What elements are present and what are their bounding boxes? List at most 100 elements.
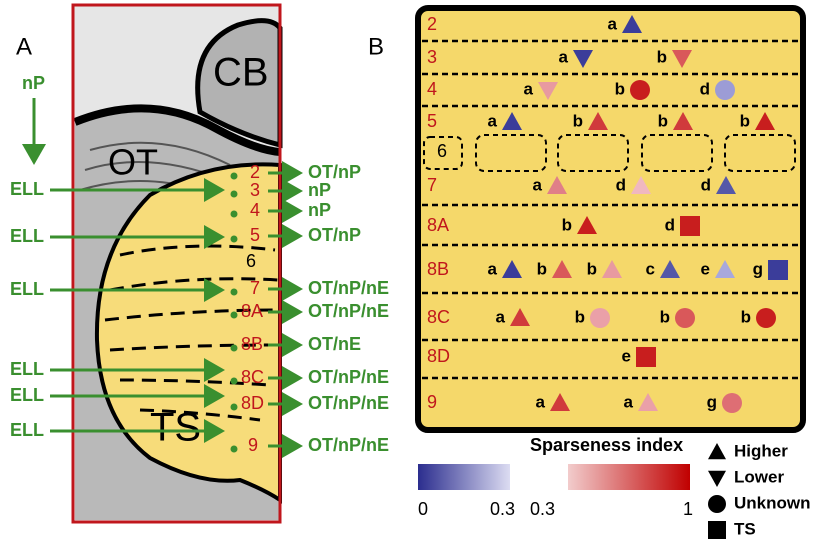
scale-label: 0.3: [490, 499, 515, 519]
layer-label: 9: [248, 435, 258, 455]
cell-letter: a: [624, 392, 634, 411]
input-label: nP: [22, 73, 45, 93]
row-label: 8C: [427, 307, 450, 327]
input-label: ELL: [10, 359, 44, 379]
output-label: OT/nP/nE: [308, 278, 389, 298]
input-label: ELL: [10, 385, 44, 405]
region-label: CB: [213, 51, 269, 95]
cell-letter: e: [622, 346, 631, 365]
cell-letter: b: [658, 111, 668, 130]
figure: A CB OT TS nP 2 OT/nP 3 nP 4 nP 5 OT/nP 6 7 OT/nP/…: [0, 0, 831, 544]
panel-a: A CB OT TS nP: [16, 5, 280, 522]
output-label: nP: [308, 180, 331, 200]
layer-label: 4: [250, 200, 260, 220]
layer-label: 8A: [241, 301, 263, 321]
cell-letter: a: [559, 47, 569, 66]
legend-label: Higher: [734, 441, 788, 460]
cell-letter: b: [657, 47, 667, 66]
layer-dot: [231, 345, 238, 352]
input-label: ELL: [10, 179, 44, 199]
legend-label: Unknown: [734, 493, 811, 512]
cell-letter: d: [700, 79, 710, 98]
output-label: OT/nP/nE: [308, 435, 389, 455]
row-label: 4: [427, 79, 437, 99]
region-label: OT: [108, 142, 158, 183]
panel-label: B: [368, 33, 384, 60]
marker-circle: [756, 308, 776, 328]
row-label: 2: [427, 14, 437, 34]
layer-label: 8C: [241, 367, 264, 387]
layer-label: 3: [250, 180, 260, 200]
output-label: OT/nP/nE: [308, 367, 389, 387]
row-label: 8D: [427, 346, 450, 366]
input-label: ELL: [10, 226, 44, 246]
layer-label: 5: [250, 225, 260, 245]
marker-circle: [630, 80, 650, 100]
input-label: ELL: [10, 420, 44, 440]
cell-letter: b: [587, 259, 597, 278]
marker-square: [680, 216, 700, 236]
marker-circle: [708, 495, 726, 513]
marker-triangle-down: [708, 471, 726, 487]
cell-letter: b: [573, 111, 583, 130]
legend: 0 0.3 0.3 1 Higher Lower Unknown TS: [418, 441, 811, 539]
layer-label: 8D: [241, 393, 264, 413]
output-label: OT/nP: [308, 162, 361, 182]
cell-letter: a: [524, 79, 534, 98]
layer-dot: [231, 173, 238, 180]
output-label: OT/nP: [308, 225, 361, 245]
layer-dot: [231, 404, 238, 411]
output-label: OT/nE: [308, 334, 361, 354]
marker-triangle-up: [708, 443, 726, 459]
layer-dot: [231, 312, 238, 319]
layer-dot: [231, 378, 238, 385]
cell-letter: b: [615, 79, 625, 98]
marker-circle: [715, 80, 735, 100]
cell-letter: b: [741, 307, 751, 326]
cell-letter: a: [536, 392, 546, 411]
cell-letter: d: [665, 215, 675, 234]
row-label: 9: [427, 392, 437, 412]
row-label: 5: [427, 111, 437, 131]
legend-title: Sparseness index: [530, 435, 683, 455]
panel-label: A: [16, 33, 32, 60]
layer-label: 6: [246, 251, 256, 271]
panel-b-box: [418, 8, 803, 430]
layer-dot: [231, 191, 238, 198]
cell-letter: a: [488, 259, 498, 278]
cell-letter: b: [562, 215, 572, 234]
cell-letter: b: [575, 307, 585, 326]
cell-letter: b: [537, 259, 547, 278]
cell-letter: g: [707, 392, 717, 411]
cell-letter: c: [646, 259, 655, 278]
legend-label: Lower: [734, 467, 784, 486]
layer-dot: [231, 211, 238, 218]
output-label: OT/nP/nE: [308, 393, 389, 413]
marker-circle: [722, 393, 742, 413]
row-label: 8B: [427, 259, 449, 279]
cell-letter: g: [753, 259, 763, 278]
marker-square: [768, 260, 788, 280]
layer-dot: [231, 446, 238, 453]
layer-dot: [231, 289, 238, 296]
output-label: nP: [308, 200, 331, 220]
scale-label: 0.3: [530, 499, 555, 519]
scale-label: 1: [683, 499, 693, 519]
cell-letter: d: [701, 175, 711, 194]
cell-letter: a: [488, 111, 498, 130]
layer-label: 2: [250, 162, 260, 182]
legend-label: TS: [734, 519, 756, 538]
cell-letter: d: [616, 175, 626, 194]
cell-letter: b: [660, 307, 670, 326]
marker-circle: [675, 308, 695, 328]
region-label: TS: [150, 406, 201, 450]
layer-label: 7: [250, 278, 260, 298]
scale-label: 0: [418, 499, 428, 519]
row-label: 8A: [427, 215, 449, 235]
marker-square: [708, 521, 726, 539]
input-label: ELL: [10, 279, 44, 299]
marker-square: [636, 347, 656, 367]
output-label: OT/nP/nE: [308, 301, 389, 321]
row-label: 6: [437, 141, 447, 161]
layer-label: 8B: [241, 334, 263, 354]
